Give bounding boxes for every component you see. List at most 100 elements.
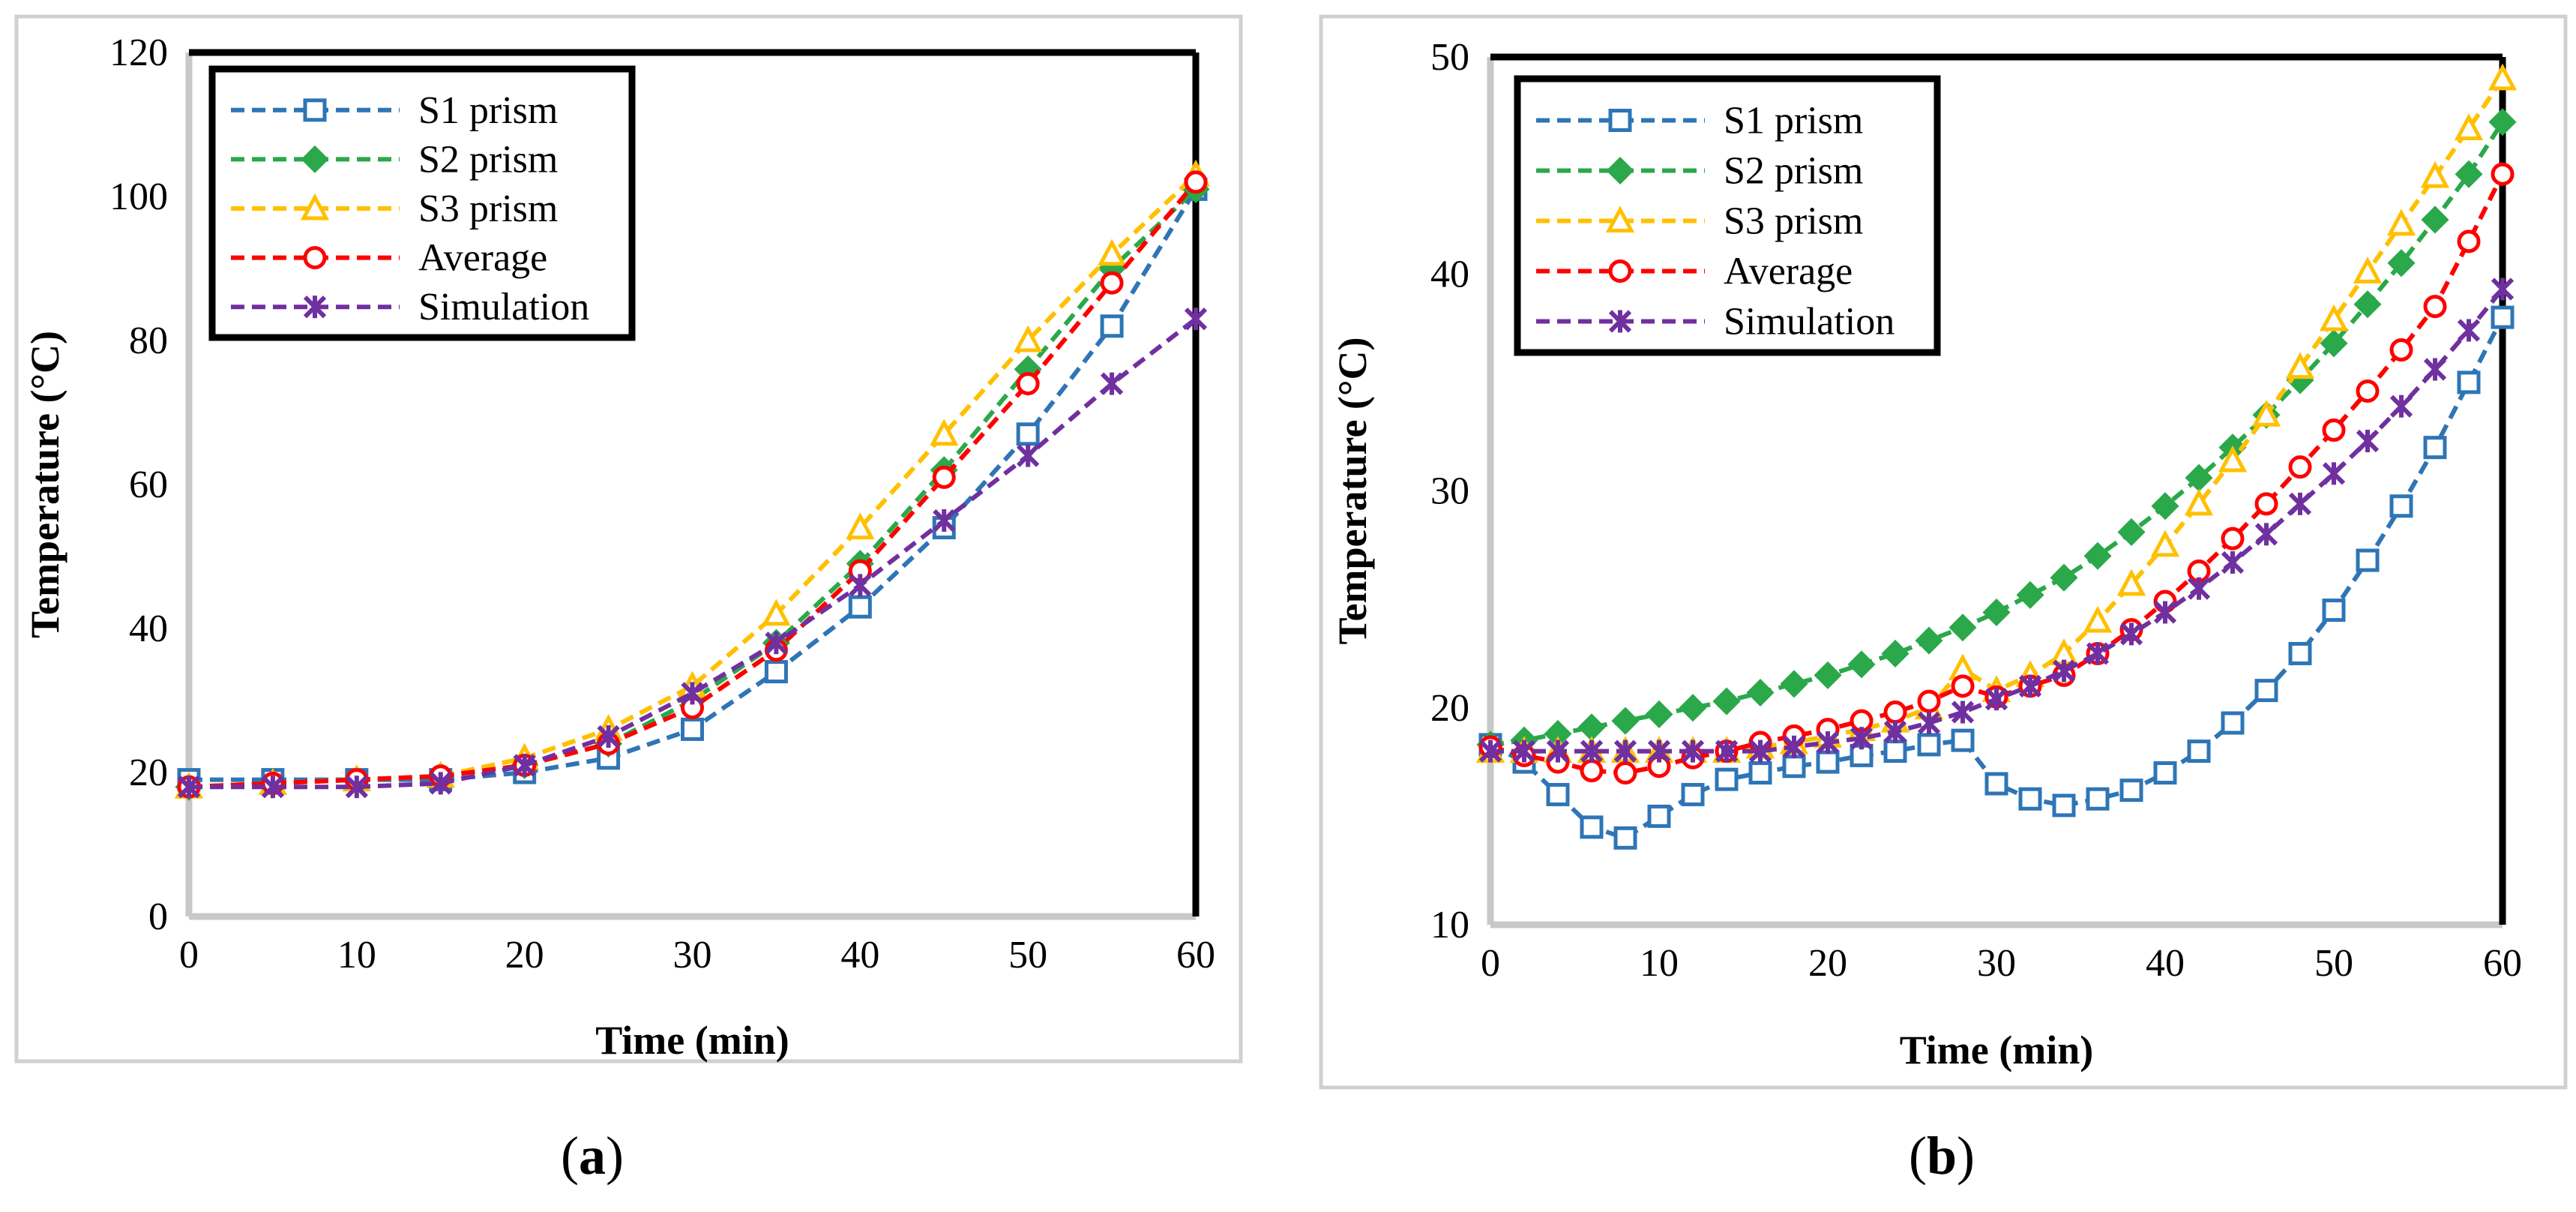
legend-marker <box>303 296 327 319</box>
data-point <box>2356 379 2380 403</box>
data-point <box>1016 422 1040 446</box>
data-point <box>2187 740 2211 764</box>
chart-a: 0 10 20 30 40 50 60 0 20 40 60 80 100 120 Time (min) Te… <box>14 14 1243 1064</box>
data-point <box>2320 329 2348 358</box>
data-point <box>2251 399 2281 427</box>
data-point <box>1850 727 1874 750</box>
data-point <box>2150 530 2180 557</box>
x-tick-label: 20 <box>1808 942 1847 985</box>
legend-label: Simulation <box>1724 301 1895 344</box>
data-point <box>1546 782 1570 806</box>
legend-item: S2 prism <box>231 138 558 181</box>
data-point <box>1915 626 1943 655</box>
data-point <box>2116 568 2146 596</box>
y-tick-label: 0 <box>148 896 168 938</box>
legend-label: S2 prism <box>418 138 558 181</box>
data-point <box>1647 740 1671 763</box>
data-point <box>2322 598 2346 622</box>
data-point <box>2117 518 2146 546</box>
data-point <box>681 717 704 741</box>
data-point <box>1917 733 1941 757</box>
data-point <box>1546 740 1570 763</box>
data-point <box>1917 689 1941 713</box>
data-point <box>1712 687 1741 716</box>
data-point <box>2221 711 2245 735</box>
data-point <box>2423 358 2447 381</box>
x-tick-label: 50 <box>2314 942 2353 985</box>
data-point <box>2288 455 2312 479</box>
data-point <box>2221 550 2245 574</box>
data-point <box>1814 661 1842 689</box>
data-point <box>2254 679 2278 703</box>
data-point <box>1715 767 1739 791</box>
data-point <box>2491 305 2515 329</box>
legend-label: S3 prism <box>1724 200 1863 243</box>
data-point <box>2420 160 2450 188</box>
data-point <box>2389 338 2413 362</box>
data-point <box>930 418 959 446</box>
data-point <box>1580 759 1604 783</box>
data-point <box>849 574 872 597</box>
x-tick-label: 60 <box>1176 934 1215 976</box>
x-tick-label: 10 <box>1640 942 1679 985</box>
y-tick-label: 60 <box>129 464 168 506</box>
data-point <box>2119 622 2143 646</box>
data-point <box>2050 563 2078 592</box>
x-tick-label: 0 <box>1481 942 1500 985</box>
data-point <box>846 512 875 540</box>
data-point <box>2083 605 2113 633</box>
data-point <box>2491 162 2515 186</box>
series-simulation <box>1478 278 2515 763</box>
y-tick-label: 30 <box>1430 470 1469 513</box>
data-point <box>1881 639 1910 668</box>
data-point <box>2356 548 2380 572</box>
data-point <box>1016 372 1040 396</box>
data-point <box>1100 314 1124 338</box>
legend-label: S3 prism <box>418 188 558 230</box>
legend-item: Simulation <box>231 286 589 328</box>
data-point <box>2151 492 2179 520</box>
legend: S1 prism S2 prism S3 prism Average Simulatio… <box>1514 75 1941 356</box>
legend-box <box>1514 75 1941 356</box>
y-tick-label: 40 <box>129 608 168 650</box>
data-point <box>429 772 452 795</box>
data-point <box>2086 642 2110 665</box>
data-point <box>2353 256 2383 284</box>
data-point <box>764 660 788 684</box>
data-point <box>1017 444 1040 467</box>
data-point <box>2083 542 2112 570</box>
panel-caption-a: (a) <box>561 1126 624 1186</box>
data-point <box>681 682 704 705</box>
series-simulation <box>177 308 1208 799</box>
data-point <box>2052 659 2076 682</box>
legend-label: S1 prism <box>418 89 558 132</box>
data-point <box>2319 304 2349 332</box>
data-point <box>1847 650 1876 679</box>
data-point <box>2356 429 2380 453</box>
data-point <box>513 754 536 777</box>
data-point <box>2184 488 2214 516</box>
data-point <box>2491 278 2515 301</box>
data-point <box>2187 577 2211 600</box>
legend-item: S3 prism <box>231 188 558 230</box>
legend-marker <box>300 193 330 220</box>
data-point <box>2218 445 2248 472</box>
data-point <box>1780 670 1808 698</box>
data-point <box>2389 494 2413 518</box>
legend-marker <box>1605 206 1635 232</box>
data-point <box>2488 63 2518 91</box>
data-point <box>1613 740 1637 763</box>
data-point <box>1478 740 1502 763</box>
x-axis-title: Time (min) <box>595 1018 789 1063</box>
data-point <box>1748 740 1772 763</box>
x-tick-label: 40 <box>840 934 879 976</box>
y-axis-title: Temperature (°C) <box>22 331 67 638</box>
data-point <box>1782 754 1806 778</box>
data-point <box>1917 711 1941 735</box>
data-point <box>1984 688 2008 711</box>
data-point <box>2455 160 2483 188</box>
data-point <box>1679 694 1707 722</box>
data-point <box>1746 678 1775 707</box>
data-point <box>1512 740 1536 763</box>
legend-label: S2 prism <box>1724 150 1863 193</box>
